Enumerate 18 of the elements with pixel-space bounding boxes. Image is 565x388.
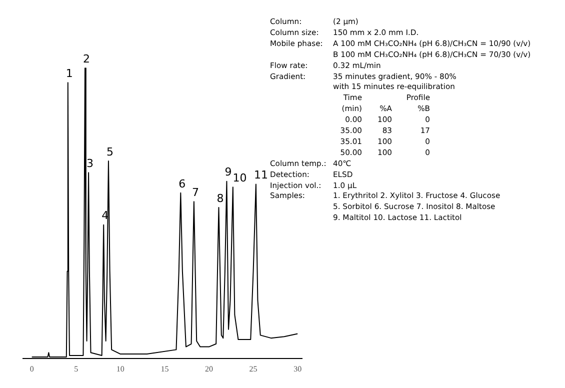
annotation: 3 — [86, 156, 94, 170]
x-tick-label: 30 — [294, 364, 302, 374]
x-tick-label: 0 — [30, 364, 34, 374]
x-tick-label: 10 — [116, 364, 124, 374]
annotation: 11 — [254, 168, 268, 182]
x-tick-label: 20 — [205, 364, 213, 374]
annotation: 1 — [66, 66, 73, 80]
x-tick-label: 5 — [74, 364, 78, 374]
annotation: 8 — [216, 192, 224, 205]
annotation: 9 — [224, 166, 232, 179]
annotation: 2 — [83, 52, 90, 66]
x-tick-label: 15 — [160, 364, 169, 374]
annotation: 10 — [232, 171, 247, 184]
annotation: 5 — [106, 145, 114, 158]
annotation: 4 — [102, 209, 109, 222]
annotation: 7 — [192, 186, 199, 199]
x-tick-label: 25 — [249, 364, 258, 374]
annotation: 6 — [178, 177, 186, 190]
